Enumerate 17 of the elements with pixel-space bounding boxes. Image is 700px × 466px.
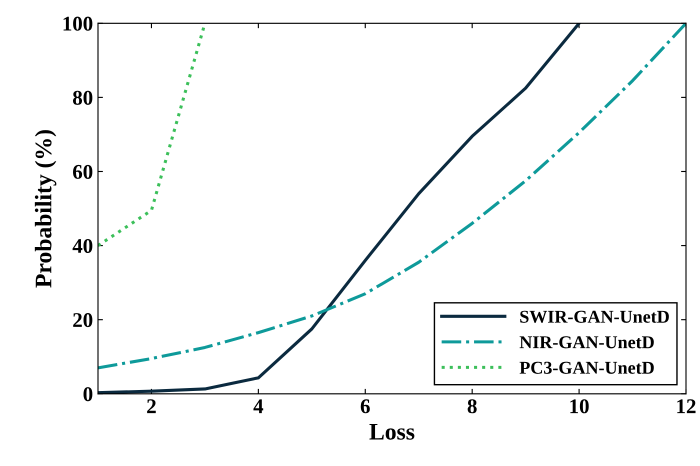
legend-label: NIR-GAN-UnetD (520, 336, 654, 348)
legend-label: SWIR-GAN-UnetD (520, 310, 669, 323)
y-tick-label: 100 (64, 16, 92, 31)
y-tick-label: 60 (73, 164, 92, 179)
x-tick-label: 8 (468, 399, 477, 414)
y-tick-label: 80 (73, 90, 92, 105)
y-tick-label: 20 (73, 313, 92, 328)
y-tick-label: 40 (72, 238, 92, 254)
y-tick-label: 0 (84, 387, 92, 402)
x-tick-label: 10 (570, 399, 589, 414)
y-axis-title: Probability (%) (34, 130, 56, 288)
x-tick-label: 12 (677, 399, 696, 414)
x-tick-label: 6 (360, 399, 370, 414)
legend-label: PC3-GAN-UnetD (520, 362, 654, 374)
x-tick-label: 2 (147, 399, 156, 414)
x-axis-title: Loss (369, 424, 414, 440)
x-tick-label: 4 (253, 399, 264, 414)
